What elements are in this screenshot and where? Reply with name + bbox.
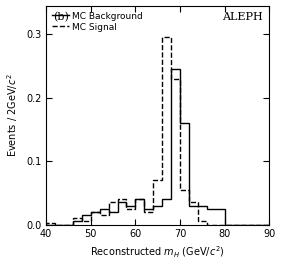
Text: ALEPH: ALEPH xyxy=(222,12,263,22)
Y-axis label: Events / 2GeV/$c^2$: Events / 2GeV/$c^2$ xyxy=(6,73,20,157)
X-axis label: Reconstructed $m_H$ (GeV/$c^2$): Reconstructed $m_H$ (GeV/$c^2$) xyxy=(90,245,225,260)
Legend: MC Background, MC Signal: MC Background, MC Signal xyxy=(49,8,147,35)
Text: (b): (b) xyxy=(53,12,69,22)
